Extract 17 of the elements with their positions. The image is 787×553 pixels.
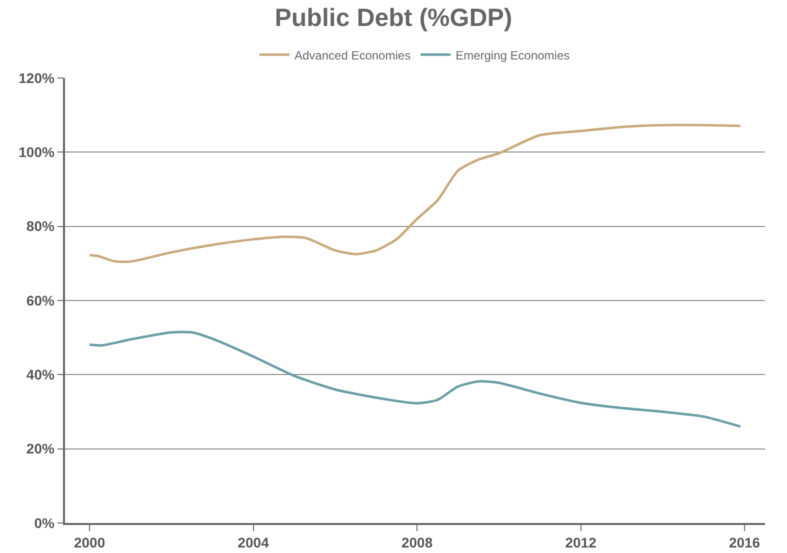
line-series: [88, 330, 742, 428]
legend-label: Emerging Economies: [456, 48, 570, 62]
y-tick-label: 60%: [26, 292, 55, 308]
x-tick-label: 2012: [565, 534, 597, 551]
y-tick-label: 40%: [26, 366, 55, 383]
x-tick-label: 2016: [728, 534, 760, 551]
y-tick-label: 20%: [26, 440, 55, 457]
chart-title: Public Debt (%GDP): [274, 4, 512, 32]
legend-label: Advanced Economies: [294, 48, 411, 62]
y-tick-label: 80%: [26, 218, 55, 234]
x-tick-label: 2000: [74, 534, 106, 551]
y-tick-label: 0%: [34, 514, 55, 531]
x-tick-label: 2004: [238, 534, 270, 551]
y-tick-label: 100%: [18, 144, 55, 160]
y-tick-label: 120%: [18, 70, 55, 86]
line-series: [88, 124, 742, 264]
x-tick-label: 2008: [401, 534, 433, 551]
